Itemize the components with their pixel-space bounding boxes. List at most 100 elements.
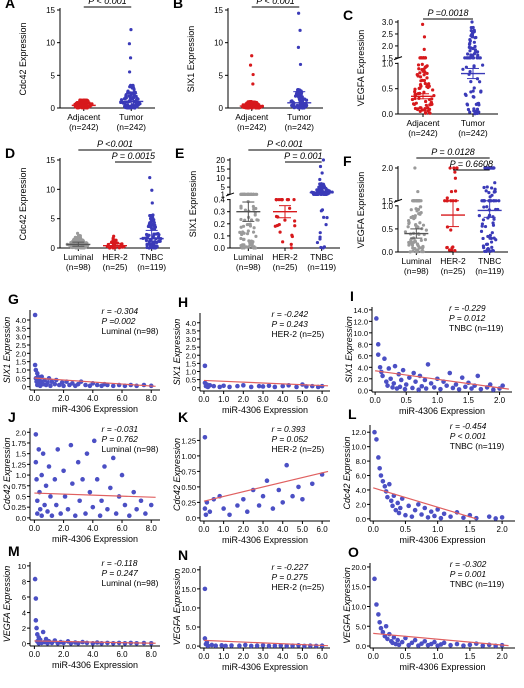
scatter-point [463,384,468,390]
dot [448,166,452,170]
regression-line [203,379,329,387]
dot [425,84,430,88]
dot [243,208,248,212]
y-tick-label: 4.0 [186,319,196,328]
y-tick-label: 5 [221,183,226,192]
category-label-line: (n=242) [458,128,488,138]
y-tick-label: 0.5 [382,85,394,94]
x-tick-label: 1.5 [463,396,475,405]
dot [486,234,490,239]
dot [413,214,417,218]
dot [470,33,474,37]
y-tick-label: 1 [221,190,226,199]
dot [453,189,458,193]
dot [147,233,151,237]
scatter-point [32,312,38,318]
dot [255,192,259,196]
scatter-point [376,612,381,617]
y-tick-label: 2.0 [356,500,366,509]
scatter-point [406,642,411,648]
y-tick-label: 3.5 [186,327,196,336]
dot [144,238,149,243]
y-tick-label: 1.75 [11,439,26,448]
x-tick-label: 0.0 [198,525,210,534]
y-tick-label: 5 [51,215,56,224]
dot [488,249,492,254]
scatter-point [131,489,137,495]
dot [415,249,419,253]
scatter-point [432,513,437,519]
dot [470,20,474,24]
scatter-point [467,642,473,648]
scatter-i: 0.0 0.5 1.0 1.5 2.0 0.0 2.0 4.0 6.0 8.0 10.0 12.0 14… [344,303,512,416]
category-label: Adjacent (n=242) [406,118,440,138]
dot [468,49,472,53]
scatter-point [313,643,319,649]
category-label: HER-2 (n=25) [440,256,466,276]
y-axis-label: VEGFA Expression [342,567,352,644]
category-label-line: (n=98) [404,266,429,276]
y-tick-label: 15 [214,6,223,15]
dot [474,35,478,40]
dot [419,238,423,243]
dot [242,231,246,235]
scatter-point [387,481,392,487]
x-tick-label: 0.0 [368,525,380,534]
scatter-point [244,509,250,514]
dot [148,176,152,180]
dot [148,221,152,225]
scatter-point [416,502,421,507]
dot [77,238,81,243]
scatter-point [441,511,447,517]
scatter-point [46,464,52,469]
y-axis-label: SIX1 Expression [186,26,196,93]
dot [134,97,139,102]
dot [413,239,417,243]
dot [445,246,449,250]
scatter-point [34,477,39,482]
dot [252,226,256,230]
scatter-points [372,429,505,521]
scatter-h: 0.0 1.0 2.0 3.0 4.0 5.0 6.000.51.01.52.02.53.0… [172,309,330,415]
dot [424,99,428,104]
dot [469,53,473,57]
scatter-point [402,386,408,392]
y-tick-label: 0.0 [382,248,394,257]
scatter-point [422,505,428,511]
y-tick-label: 0.0 [214,244,226,253]
scatter-point [486,514,492,519]
y-axis-label: Cdc42 Expression [18,22,28,95]
y-tick-label: 12.0 [351,428,366,437]
dot [461,67,465,71]
scatter-point [432,639,437,645]
dot [483,224,488,229]
dot-series-adjacent [239,54,265,110]
scatter-point [229,643,234,648]
dot [485,185,489,189]
dot [497,199,501,203]
y-tick-label: 6.0 [358,352,368,361]
scatter-point [35,511,40,516]
category-label: TNBC (n=119) [475,256,504,276]
category-label-line: TNBC [478,256,501,266]
scatter-l: 0.0 0.5 1.0 1.5 2.0 0.0 2.0 4.0 6.0 8.0 10.0 12.0 mi… [342,421,515,545]
category-label: Tumor (n=242) [284,112,314,132]
y-tick-label: 4.0 [16,316,26,325]
dot [489,240,494,244]
scatter-point [390,503,395,509]
scatter-point [205,643,211,649]
scatter-point [407,375,412,380]
stat-label: Luminal (n=98) [102,444,159,454]
scatter-points [33,432,154,519]
dot [416,225,420,230]
y-tick-label: 0.1 [214,232,226,241]
scatter-point [412,507,418,513]
scatter-point [296,643,301,648]
scatter-point [398,377,404,383]
dot [153,245,158,249]
dot [423,238,428,242]
dot [242,243,246,247]
x-tick-label: 0.5 [400,525,412,534]
y-tick-label: 10.0 [181,604,196,613]
regression-line [34,377,156,387]
